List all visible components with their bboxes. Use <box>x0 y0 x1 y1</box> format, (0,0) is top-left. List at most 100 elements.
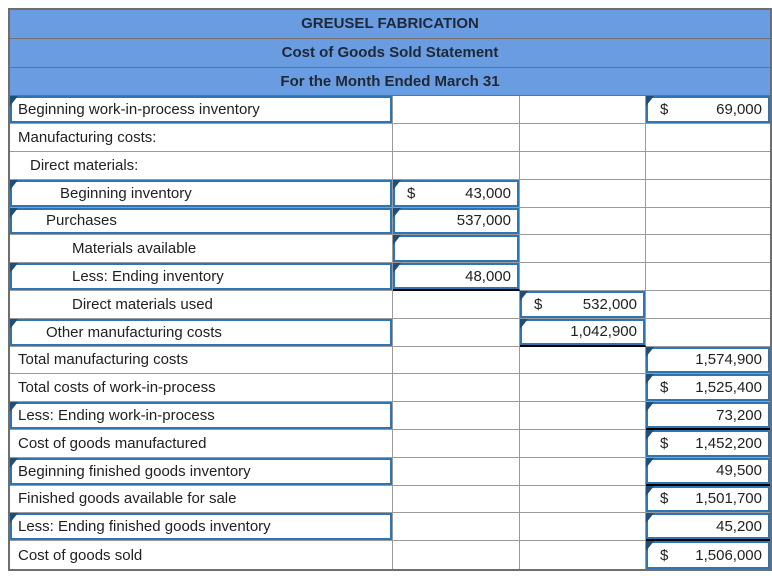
amount-value: 43,000 <box>465 184 511 202</box>
amount-value: 1,574,900 <box>695 351 762 369</box>
amount-input-cell[interactable] <box>393 235 520 264</box>
statement-period: For the Month Ended March 31 <box>10 67 770 97</box>
entry-marker-icon <box>10 513 18 524</box>
entry-marker-icon <box>646 457 654 468</box>
row-label-input-cell[interactable]: Beginning work-in-process inventory <box>10 96 393 125</box>
row-label-cell: Cost of goods sold <box>10 541 393 569</box>
company-name: GREUSEL FABRICATION <box>10 10 770 39</box>
amount-value: 537,000 <box>456 212 511 230</box>
statement-table: Beginning work-in-process inventory $ 69… <box>10 96 770 569</box>
amount-value: 69,000 <box>716 101 762 119</box>
amount-cell <box>520 541 646 569</box>
row-label-input-cell[interactable]: Beginning finished goods inventory <box>10 457 393 486</box>
amount-cell <box>646 290 770 319</box>
row-label-input-cell[interactable]: Beginning inventory <box>10 179 393 208</box>
entry-marker-icon <box>520 290 528 301</box>
amount-input-cell[interactable]: 537,000 <box>393 207 520 236</box>
row-label-cell: Materials available <box>10 235 393 264</box>
entry-marker-icon <box>10 457 18 468</box>
entry-marker-icon <box>10 96 18 107</box>
table-row: Total manufacturing costs 1,574,900 <box>10 346 770 375</box>
row-label: Beginning work-in-process inventory <box>18 101 260 119</box>
amount-input-cell[interactable]: $ 1,452,200 <box>646 429 770 458</box>
table-row: Direct materials used $ 532,000 <box>10 290 770 319</box>
amount-input-cell[interactable]: 73,200 <box>646 402 770 430</box>
amount-cell <box>520 485 646 514</box>
table-row: Cost of goods manufactured $ 1,452,200 <box>10 429 770 458</box>
amount-cell <box>393 346 520 375</box>
row-label-input-cell[interactable]: Less: Ending work-in-process <box>10 402 393 430</box>
table-row: Cost of goods sold $ 1,506,000 <box>10 541 770 569</box>
amount-cell <box>520 235 646 264</box>
row-label-input-cell[interactable]: Less: Ending finished goods inventory <box>10 513 393 542</box>
entry-marker-icon <box>393 263 401 274</box>
amount-cell <box>393 429 520 458</box>
amount-input-cell[interactable]: $ 1,525,400 <box>646 374 770 403</box>
amount-input-cell[interactable]: $ 1,506,000 <box>646 541 770 569</box>
statement-title: Cost of Goods Sold Statement <box>10 38 770 68</box>
table-row: Materials available <box>10 235 770 264</box>
entry-marker-icon <box>393 235 401 246</box>
amount-input-cell[interactable]: 45,200 <box>646 513 770 542</box>
dollar-sign: $ <box>660 434 669 452</box>
entry-marker-icon <box>646 346 654 357</box>
table-row: Less: Ending inventory 48,000 <box>10 263 770 291</box>
amount-input-cell[interactable]: $ 43,000 <box>393 179 520 208</box>
table-row: Beginning inventory $ 43,000 <box>10 179 770 208</box>
amount-input-cell[interactable]: $ 532,000 <box>520 290 646 319</box>
row-label-input-cell[interactable]: Other manufacturing costs <box>10 318 393 347</box>
row-label-input-cell[interactable]: Less: Ending inventory <box>10 263 393 291</box>
amount-input-cell[interactable]: $ 1,501,700 <box>646 485 770 514</box>
row-label-cell: Direct materials used <box>10 290 393 319</box>
entry-marker-icon <box>10 207 18 218</box>
table-row: Finished goods available for sale $ 1,50… <box>10 485 770 514</box>
amount-cell <box>646 124 770 152</box>
dollar-sign: $ <box>660 546 669 564</box>
amount-cell <box>646 179 770 208</box>
row-label: Direct materials used <box>72 295 213 313</box>
amount-cell <box>520 151 646 180</box>
table-row: Direct materials: <box>10 151 770 180</box>
amount-cell <box>520 179 646 208</box>
entry-marker-icon <box>10 179 18 190</box>
row-label: Manufacturing costs: <box>18 129 157 147</box>
amount-cell <box>520 96 646 125</box>
amount-cell <box>393 402 520 430</box>
amount-value: 1,452,200 <box>695 434 762 452</box>
row-label: Total manufacturing costs <box>18 351 189 369</box>
amount-cell <box>520 124 646 152</box>
amount-cell <box>393 457 520 486</box>
table-row: Other manufacturing costs 1,042,900 <box>10 318 770 347</box>
row-label: Cost of goods manufactured <box>18 434 207 452</box>
row-label: Less: Ending work-in-process <box>18 407 215 425</box>
amount-cell <box>393 290 520 319</box>
amount-cell <box>520 346 646 375</box>
statement-header: GREUSEL FABRICATION Cost of Goods Sold S… <box>10 10 770 97</box>
amount-input-cell[interactable]: 1,042,900 <box>520 318 646 347</box>
row-label-input-cell[interactable]: Purchases <box>10 207 393 236</box>
table-row: Beginning work-in-process inventory $ 69… <box>10 96 770 125</box>
amount-input-cell[interactable]: $ 69,000 <box>646 96 770 125</box>
entry-marker-icon <box>646 402 654 413</box>
entry-marker-icon <box>393 179 401 190</box>
row-label: Finished goods available for sale <box>18 490 237 508</box>
entry-marker-icon <box>520 318 528 329</box>
amount-cell <box>393 541 520 569</box>
table-row: Less: Ending work-in-process 73,200 <box>10 402 770 430</box>
row-label-cell: Manufacturing costs: <box>10 124 393 152</box>
amount-input-cell[interactable]: 49,500 <box>646 457 770 486</box>
table-row: Purchases 537,000 <box>10 207 770 236</box>
row-label: Cost of goods sold <box>18 546 143 564</box>
entry-marker-icon <box>646 429 654 440</box>
amount-cell <box>393 96 520 125</box>
amount-input-cell[interactable]: 48,000 <box>393 263 520 291</box>
entry-marker-icon <box>393 207 401 218</box>
row-label: Less: Ending inventory <box>72 268 224 286</box>
amount-input-cell[interactable]: 1,574,900 <box>646 346 770 375</box>
dollar-sign: $ <box>660 490 669 508</box>
amount-value: 45,200 <box>716 517 762 535</box>
entry-marker-icon <box>10 402 18 413</box>
amount-cell <box>520 513 646 542</box>
table-row: Beginning finished goods inventory 49,50… <box>10 457 770 486</box>
row-label-cell: Finished goods available for sale <box>10 485 393 514</box>
